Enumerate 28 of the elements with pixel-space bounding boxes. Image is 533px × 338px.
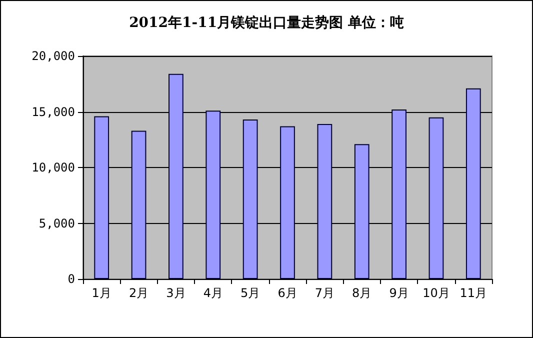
x-tick-label: 2月 [128, 286, 149, 300]
bar [131, 130, 146, 279]
chart-title: 2012年1-11月镁锭出口量走势图 单位：吨 [129, 15, 404, 31]
y-tick-label: 20,000 [32, 49, 75, 63]
x-tick-label: 1月 [92, 286, 112, 300]
bar [280, 126, 295, 279]
bar [206, 110, 221, 279]
x-tick-label: 6月 [278, 286, 298, 300]
bar [94, 116, 110, 279]
bar [428, 117, 444, 279]
x-tick-label: 9月 [389, 286, 409, 300]
y-tick-label: 15,000 [32, 104, 75, 119]
y-tick-label: 10,000 [32, 160, 75, 174]
x-tick-label: 3月 [166, 286, 186, 300]
x-tick-label: 4月 [203, 286, 223, 300]
bar [466, 88, 481, 279]
x-tick-label: 5月 [240, 286, 260, 300]
bar [242, 120, 258, 279]
y-tick-label: 0 [68, 272, 75, 286]
x-tick-label: 7月 [314, 286, 334, 300]
x-tick-label: 8月 [352, 286, 372, 300]
bar [317, 124, 332, 279]
y-tick-label: 5,000 [38, 216, 75, 230]
bar [354, 144, 370, 279]
bar [168, 74, 184, 279]
x-tick-label: 10月 [422, 286, 450, 300]
x-tick-label: 11月 [460, 286, 488, 300]
bar [392, 110, 406, 279]
